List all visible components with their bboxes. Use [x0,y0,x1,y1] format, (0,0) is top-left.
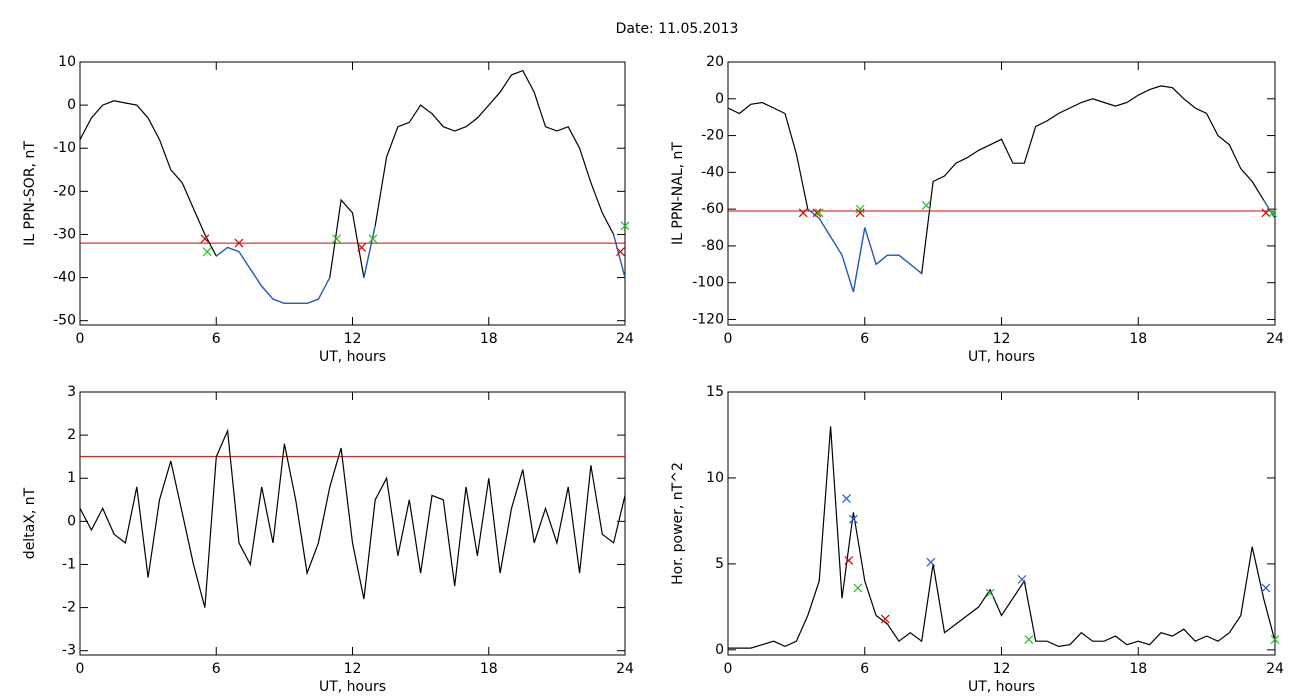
marker [1261,583,1271,593]
marker [1261,208,1271,218]
marker [812,208,822,218]
y-tick-label: -1 [62,556,76,572]
data-line [79,428,626,608]
y-tick-label: 1 [67,470,76,486]
x-tick-label: 6 [860,661,869,677]
marker [880,614,890,624]
y-tick-label: -80 [701,238,724,254]
y-tick-label: -60 [701,201,724,217]
marker [855,204,865,214]
x-axis-label: UT, hours [319,349,386,365]
x-tick-label: 18 [480,661,498,677]
y-tick-label: 20 [706,54,724,70]
y-axis-label: deltaX, nT [22,487,38,559]
x-tick-label: 12 [344,661,362,677]
marker [1268,208,1278,218]
x-tick-label: 0 [76,661,85,677]
y-tick-label: -120 [692,311,724,327]
y-axis-label: Hor. power, nT^2 [670,462,686,585]
y-tick-label: -10 [53,140,76,156]
y-tick-label: -2 [62,600,76,616]
marker [620,221,630,231]
y-tick-label: -50 [53,313,76,329]
y-tick-label: 10 [706,470,724,486]
y-tick-label: 0 [715,642,724,658]
y-tick-label: -100 [692,275,724,291]
x-tick-label: 24 [1266,331,1284,347]
y-tick-label: -20 [53,183,76,199]
x-tick-label: 6 [212,661,221,677]
x-tick-label: 18 [480,331,498,347]
marker [848,514,858,524]
marker [853,583,863,593]
data-line [728,426,1276,649]
marker [1024,635,1034,644]
y-tick-label: 0 [67,513,76,529]
y-tick-label: 10 [58,54,76,70]
y-tick-label: -20 [701,128,724,144]
x-axis-label: UT, hours [968,679,1035,695]
x-tick-label: 24 [616,331,634,347]
y-tick-label: 0 [67,97,76,113]
marker [332,234,342,244]
x-axis-label: UT, hours [319,679,386,695]
y-tick-label: -3 [62,643,76,659]
x-tick-label: 0 [724,331,733,347]
x-tick-label: 0 [724,661,733,677]
x-tick-label: 12 [993,331,1011,347]
marker [926,557,936,567]
marker [202,247,212,257]
y-tick-label: 5 [715,556,724,572]
marker [844,556,854,565]
marker [855,208,865,218]
marker [798,208,808,218]
marker [368,234,378,244]
y-tick-label: 3 [67,384,76,400]
x-tick-label: 12 [993,661,1011,677]
x-tick-label: 18 [1129,661,1147,677]
y-tick-label: 15 [706,384,724,400]
x-tick-label: 24 [1266,661,1284,677]
marker [985,588,995,598]
marker [814,208,824,218]
y-tick-label: -40 [701,164,724,180]
data-line [215,225,626,304]
figure-title: Date: 11.05.2013 [616,21,739,37]
x-tick-label: 12 [344,331,362,347]
y-tick-label: 0 [715,91,724,107]
x-axis-label: UT, hours [968,349,1035,365]
x-tick-label: 0 [76,331,85,347]
marker [616,247,625,257]
x-tick-label: 24 [616,661,634,677]
marker [1017,574,1027,584]
data-line [79,69,626,304]
marker [357,242,367,252]
marker [921,201,931,210]
marker [842,494,851,503]
x-tick-label: 18 [1129,331,1147,347]
x-tick-label: 6 [212,331,221,347]
y-axis-label: IL PPN-SOR, nT [22,141,38,246]
y-tick-label: -30 [53,226,76,242]
y-axis-label: IL PPN-NAL, nT [670,142,686,245]
marker [234,238,244,248]
y-tick-label: -40 [53,270,76,286]
x-tick-label: 6 [860,331,869,347]
marker [200,234,210,244]
y-tick-label: 2 [67,427,76,443]
marker [1270,635,1280,644]
